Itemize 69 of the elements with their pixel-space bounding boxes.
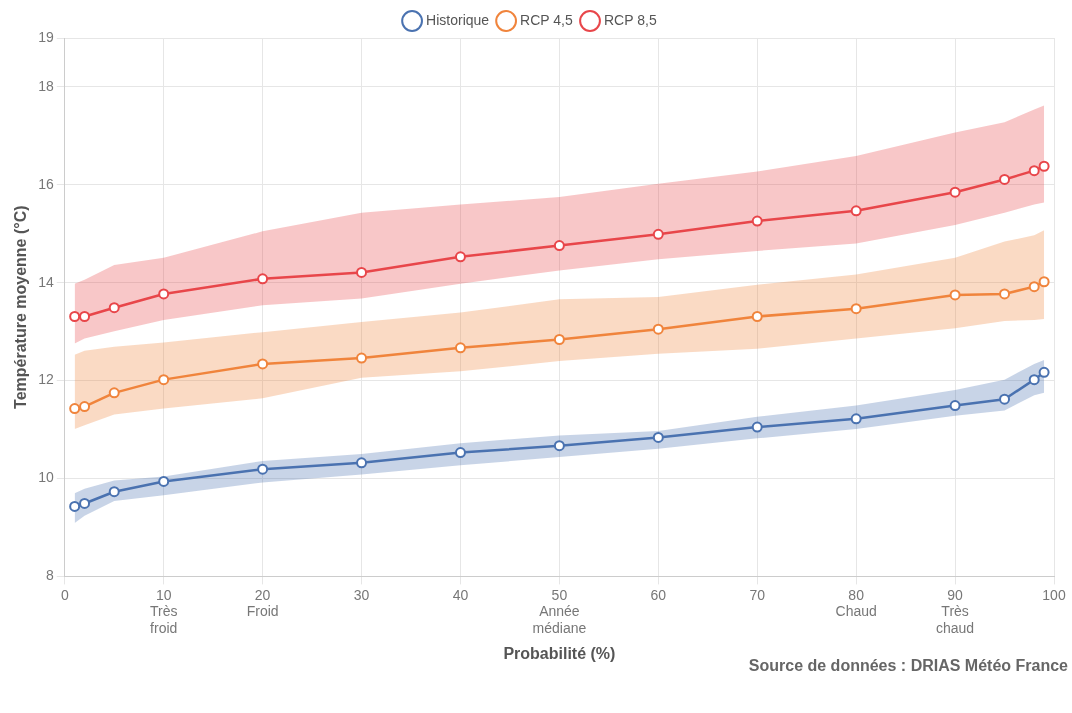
- point: [999, 393, 1011, 405]
- point: [850, 205, 862, 217]
- legend-label: RCP 4,5: [520, 11, 573, 28]
- point: [69, 311, 81, 322]
- point: [356, 457, 368, 469]
- point: [79, 497, 91, 509]
- y-axis-title: Température moyenne (°C): [12, 205, 30, 409]
- x-axis-title: Probabilité (%): [503, 644, 616, 662]
- point: [79, 311, 91, 322]
- point: [751, 421, 763, 433]
- point: [158, 475, 170, 487]
- x-tick-label: 70: [749, 586, 766, 603]
- x-tick-label: 100: [1042, 586, 1066, 603]
- point: [850, 303, 862, 315]
- x-tick-label: 90 Très chaud: [936, 586, 975, 637]
- point: [257, 358, 269, 370]
- point: [1028, 165, 1040, 177]
- y-tick-label: 8: [45, 567, 54, 584]
- point: [652, 228, 664, 240]
- y-tick-label: 19: [38, 28, 54, 45]
- point: [257, 463, 269, 475]
- point: [553, 334, 565, 345]
- point: [356, 266, 368, 278]
- point: [69, 500, 81, 512]
- point: [1028, 281, 1040, 293]
- point: [553, 440, 565, 452]
- point: [454, 447, 466, 459]
- y-tick-label: 18: [38, 77, 54, 94]
- x-tick-label: 20 Froid: [246, 586, 279, 620]
- point: [79, 401, 91, 413]
- point: [949, 400, 961, 412]
- point: [454, 251, 466, 263]
- point: [652, 431, 664, 443]
- legend-label: Historique: [426, 11, 490, 28]
- y-tick-label: 10: [38, 469, 54, 486]
- point: [949, 289, 961, 301]
- source-note: Source de données : DRIAS Météo France: [748, 656, 1068, 676]
- point: [751, 215, 763, 227]
- point: [850, 413, 862, 425]
- x-tick-label: 50 Année médiane: [532, 586, 587, 637]
- point: [69, 403, 81, 415]
- y-tick-label: 14: [38, 273, 54, 290]
- x-tick-label: 40: [452, 586, 469, 603]
- x-tick-label: 0: [60, 586, 69, 603]
- point: [652, 323, 664, 335]
- point: [553, 240, 565, 252]
- point: [158, 288, 170, 300]
- point: [1038, 276, 1050, 288]
- point: [356, 352, 368, 364]
- point: [257, 273, 269, 285]
- y-tick-label: 16: [38, 175, 54, 192]
- point: [1038, 366, 1050, 378]
- point: [949, 186, 961, 198]
- point: [108, 302, 120, 314]
- x-tick-label: 60: [650, 586, 667, 603]
- x-tick-label: 80 Chaud: [835, 586, 877, 620]
- y-tick-label: 12: [38, 371, 54, 388]
- x-tick-label: 30: [353, 586, 370, 603]
- point: [1038, 160, 1050, 172]
- point: [999, 288, 1011, 300]
- legend-label: RCP 8,5: [604, 11, 657, 28]
- point: [158, 374, 170, 386]
- point: [108, 486, 120, 498]
- point: [108, 387, 120, 399]
- point: [999, 173, 1011, 185]
- point: [1028, 374, 1040, 386]
- point: [454, 342, 466, 354]
- x-tick-label: 10 Très froid: [149, 586, 178, 637]
- point: [751, 311, 763, 322]
